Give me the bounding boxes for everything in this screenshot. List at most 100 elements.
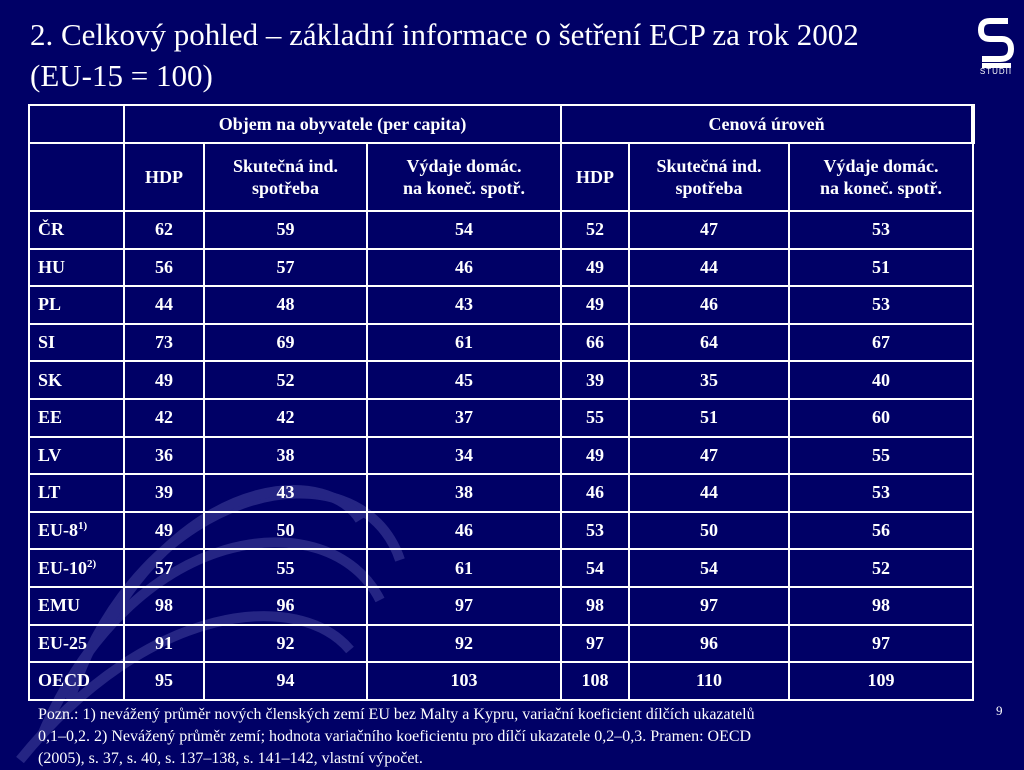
table-cell: 42: [123, 397, 205, 438]
table-cell: 55: [560, 397, 631, 438]
row-label-text: SK: [38, 369, 63, 390]
row-label: SK: [28, 360, 125, 400]
table-row: EMU 98 96 97 98 97 98: [28, 585, 975, 626]
table-cell: 46: [365, 247, 563, 288]
table-row: EU-81) 49 50 46 53 50 56: [28, 510, 975, 551]
table-cell: 39: [123, 473, 205, 513]
table-cell: 49: [123, 510, 205, 551]
table-cell: 52: [203, 360, 368, 400]
table-cell: 51: [788, 247, 975, 288]
row-label-text: LT: [38, 482, 61, 503]
table-cell: 39: [560, 360, 631, 400]
header-line: na koneč. spotř.: [820, 178, 943, 198]
header-line: Skutečná ind.: [232, 156, 339, 176]
table-cell: 49: [560, 247, 631, 288]
header-line: Výdaje domác.: [823, 156, 939, 176]
table-cell: 92: [203, 623, 368, 664]
table-cell: 46: [628, 285, 791, 325]
table-cell: 62: [123, 210, 205, 250]
page-number: 9: [996, 703, 1003, 718]
row-label-text: EU-25: [38, 632, 87, 653]
table-cell: 44: [628, 473, 791, 513]
table-cell: 36: [123, 435, 205, 476]
table-cell: 97: [628, 585, 791, 626]
table-cell: 109: [788, 661, 975, 701]
table-cell: 55: [203, 548, 368, 588]
row-label: EU-25: [28, 623, 125, 664]
table-cell: 108: [560, 661, 631, 701]
table-cell: 56: [123, 247, 205, 288]
header-household-expenditure: Výdaje domác. na koneč. spotř.: [365, 142, 563, 212]
table-cell: 67: [788, 322, 975, 363]
table-row: SI 73 69 61 66 64 67: [28, 322, 975, 363]
table-cell: 52: [560, 210, 631, 250]
table-cell: 35: [628, 360, 791, 400]
table-cell: 92: [365, 623, 563, 664]
footnote-line: 0,1–0,2. 2) Nevážený průměr zemí; hodnot…: [38, 728, 752, 745]
header-line: Výdaje domác.: [406, 156, 522, 176]
table-cell: 61: [365, 548, 563, 588]
row-label-text: HU: [38, 256, 65, 277]
table-cell: 52: [788, 548, 975, 588]
footnote-marker: 1): [78, 520, 88, 533]
table-cell: 56: [788, 510, 975, 551]
table-cell: 59: [203, 210, 368, 250]
table-cell: 55: [788, 435, 975, 476]
table-cell: 53: [788, 285, 975, 325]
row-label: EMU: [28, 585, 125, 626]
table-cell: 103: [365, 661, 563, 701]
table-cell: 98: [123, 585, 205, 626]
row-label: LT: [28, 473, 125, 513]
header-group-per-capita: Objem na obyvatele (per capita): [122, 104, 563, 144]
table-cell: 43: [365, 285, 563, 325]
table-cell: 44: [123, 285, 205, 325]
table-cell: 37: [365, 397, 563, 438]
data-table: Objem na obyvatele (per capita) Cenová ú…: [28, 104, 976, 701]
table-cell: 47: [628, 210, 791, 250]
table-row: EU-25 91 92 92 97 96 97: [28, 623, 975, 664]
table-cell: 42: [203, 397, 368, 438]
table-cell: 98: [560, 585, 631, 626]
table-cell: 34: [365, 435, 563, 476]
header-actual-consumption: Skutečná ind. spotřeba: [203, 142, 368, 212]
row-label-text: EU-8: [38, 520, 78, 541]
table-cell: 73: [123, 322, 205, 363]
row-label-text: PL: [38, 294, 62, 315]
row-label: OECD: [28, 661, 125, 701]
footnote-marker: 2): [87, 557, 97, 570]
footnote-line: (2005), s. 37, s. 40, s. 137–138, s. 141…: [38, 750, 423, 767]
table-cell: 46: [365, 510, 563, 551]
header-corner-cell: [28, 142, 125, 212]
header-actual-consumption: Skutečná ind. spotřeba: [628, 142, 791, 212]
table-cell: 43: [203, 473, 368, 513]
table-cell: 51: [628, 397, 791, 438]
table-cell: 97: [788, 623, 975, 664]
table-cell: 110: [628, 661, 791, 701]
row-label-text: EE: [38, 407, 63, 428]
table-cell: 57: [203, 247, 368, 288]
row-label: SI: [28, 322, 125, 363]
table-cell: 53: [788, 210, 975, 250]
row-label-text: OECD: [38, 670, 91, 691]
table-cell: 46: [560, 473, 631, 513]
row-label: EU-81): [28, 510, 125, 551]
table-cell: 50: [628, 510, 791, 551]
table-cell: 50: [203, 510, 368, 551]
table-cell: 45: [365, 360, 563, 400]
table-cell: 66: [560, 322, 631, 363]
header-line: spotřeba: [252, 178, 319, 198]
table-row: EE 42 42 37 55 51 60: [28, 397, 975, 438]
table-row: PL 44 48 43 49 46 53: [28, 285, 975, 325]
table-cell: 96: [203, 585, 368, 626]
table-cell: 91: [123, 623, 205, 664]
row-label-text: EU-10: [38, 557, 87, 578]
footnote-line: Pozn.: 1) nevážený průměr nových členský…: [38, 706, 755, 723]
table-cell: 94: [203, 661, 368, 701]
table-cell: 40: [788, 360, 975, 400]
logo-text: STUDIÍ: [979, 67, 1013, 76]
header-household-expenditure: Výdaje domác. na koneč. spotř.: [788, 142, 975, 212]
table-cell: 57: [123, 548, 205, 588]
row-label-text: LV: [38, 444, 62, 465]
table-cell: 61: [365, 322, 563, 363]
row-label-text: SI: [38, 332, 56, 353]
